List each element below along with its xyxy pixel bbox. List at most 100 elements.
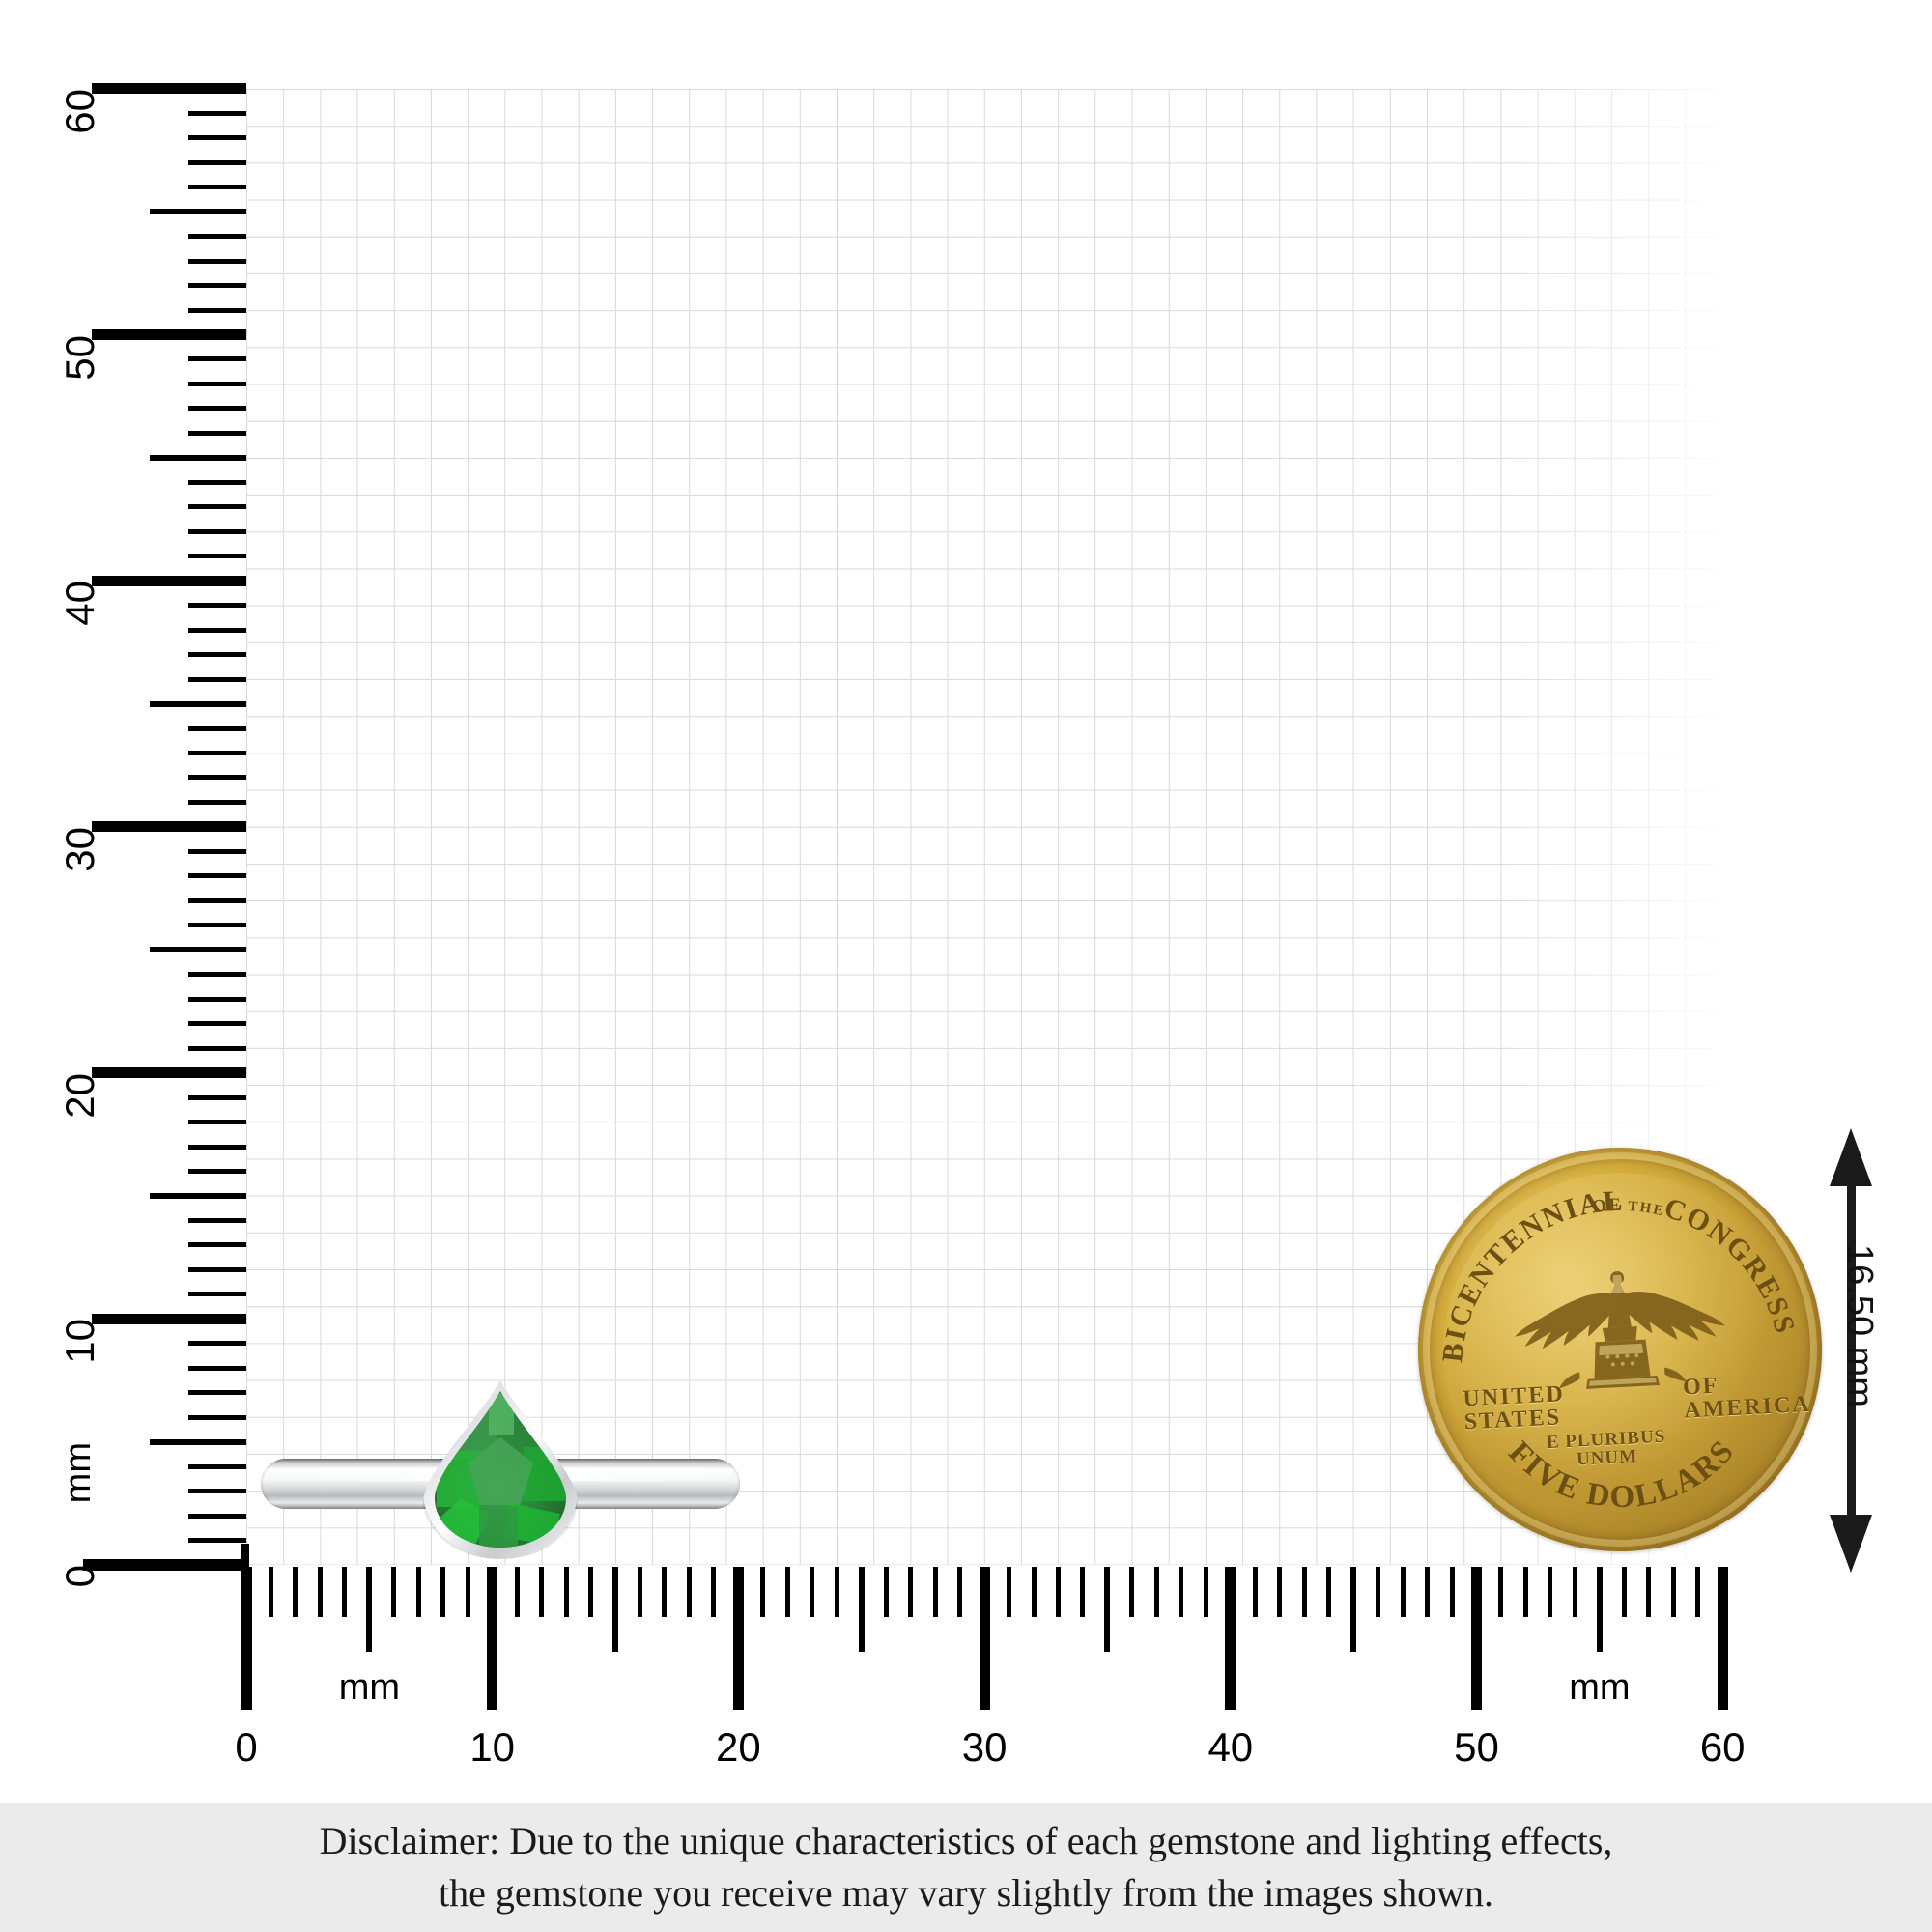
horizontal-major-tick xyxy=(732,1567,744,1710)
horizontal-minor-tick xyxy=(563,1567,569,1617)
vertical-minor-tick xyxy=(188,750,246,755)
horizontal-tick-label-20: 20 xyxy=(716,1724,761,1770)
coin-diameter-measure: 16.50 mm xyxy=(1826,1128,1932,1573)
horizontal-minor-tick xyxy=(1646,1567,1652,1617)
horizontal-minor-tick xyxy=(342,1567,348,1617)
horizontal-minor-tick xyxy=(1449,1567,1455,1617)
disclaimer-line-2: the gemstone you receive may vary slight… xyxy=(439,1871,1493,1915)
vertical-minor-tick xyxy=(188,1217,246,1223)
horizontal-minor-tick xyxy=(932,1567,938,1617)
arrow-head-down-icon xyxy=(1830,1515,1872,1573)
vertical-mid-tick xyxy=(150,454,246,461)
horizontal-major-tick xyxy=(1225,1567,1236,1710)
vertical-minor-tick xyxy=(188,479,246,485)
vertical-minor-tick xyxy=(188,504,246,510)
horizontal-minor-tick xyxy=(1621,1567,1627,1617)
horizontal-minor-tick xyxy=(465,1567,470,1617)
vertical-minor-tick xyxy=(188,1414,246,1420)
vertical-tick-label-10: 10 xyxy=(57,1319,102,1365)
horizontal-minor-tick xyxy=(539,1567,545,1617)
vertical-minor-tick xyxy=(188,356,246,362)
vertical-mid-tick xyxy=(150,209,246,215)
vertical-minor-tick xyxy=(188,676,246,682)
horizontal-major-tick xyxy=(1471,1567,1482,1710)
vertical-mid-tick xyxy=(150,1192,246,1199)
vertical-mid-tick xyxy=(150,947,246,953)
vertical-minor-tick xyxy=(188,1120,246,1125)
horizontal-minor-tick xyxy=(1007,1567,1012,1617)
horizontal-mid-tick xyxy=(1104,1567,1111,1652)
vertical-minor-tick xyxy=(188,381,246,386)
vertical-minor-tick xyxy=(188,258,246,264)
vertical-minor-tick xyxy=(188,1168,246,1174)
horizontal-minor-tick xyxy=(1572,1567,1577,1617)
horizontal-minor-tick xyxy=(810,1567,815,1617)
horizontal-minor-tick xyxy=(662,1567,668,1617)
horizontal-minor-tick xyxy=(1326,1567,1332,1617)
horizontal-minor-tick xyxy=(514,1567,520,1617)
vertical-minor-tick xyxy=(188,1094,246,1100)
vertical-minor-tick xyxy=(188,652,246,658)
horizontal-minor-tick xyxy=(1522,1567,1528,1617)
vertical-minor-tick xyxy=(188,1021,246,1027)
vertical-minor-tick xyxy=(188,135,246,141)
disclaimer-line-1: Disclaimer: Due to the unique characteri… xyxy=(319,1819,1613,1863)
disclaimer-bar: Disclaimer: Due to the unique characteri… xyxy=(0,1803,1932,1932)
horizontal-major-tick xyxy=(487,1567,498,1710)
horizontal-minor-tick xyxy=(293,1567,298,1617)
horizontal-minor-tick xyxy=(1695,1567,1701,1617)
vertical-minor-tick xyxy=(188,799,246,805)
horizontal-minor-tick xyxy=(1129,1567,1135,1617)
vertical-minor-tick xyxy=(188,1242,246,1248)
vertical-tick-label-50: 50 xyxy=(57,334,102,381)
vertical-minor-tick xyxy=(188,406,246,412)
horizontal-minor-tick xyxy=(588,1567,594,1617)
vertical-minor-tick xyxy=(188,603,246,609)
horizontal-tick-label-10: 10 xyxy=(469,1724,516,1770)
horizontal-minor-tick xyxy=(268,1567,273,1617)
horizontal-mid-tick xyxy=(1596,1567,1603,1652)
vertical-ruler: 0 10 20 30 40 50 60 mm xyxy=(0,0,249,1587)
horizontal-minor-tick xyxy=(317,1567,323,1617)
horizontal-minor-tick xyxy=(686,1567,692,1617)
vertical-mid-tick xyxy=(150,1438,246,1445)
vertical-minor-tick xyxy=(188,1144,246,1150)
arrow-shaft xyxy=(1847,1161,1856,1540)
vertical-tick-label-30: 30 xyxy=(57,826,102,872)
vertical-minor-tick xyxy=(188,1390,246,1396)
horizontal-minor-tick xyxy=(1252,1567,1258,1617)
vertical-minor-tick xyxy=(188,996,246,1002)
horizontal-minor-tick xyxy=(1376,1567,1381,1617)
horizontal-minor-tick xyxy=(883,1567,889,1617)
horizontal-minor-tick xyxy=(908,1567,914,1617)
vertical-minor-tick xyxy=(188,1341,246,1347)
horizontal-unit-label: mm xyxy=(1569,1667,1631,1708)
ring-product-image xyxy=(240,1367,761,1575)
vertical-minor-tick xyxy=(188,159,246,165)
coin-country-left: UNITED STATES xyxy=(1462,1381,1566,1435)
vertical-minor-tick xyxy=(188,1292,246,1297)
vertical-minor-tick xyxy=(188,897,246,903)
disclaimer-text: Disclaimer: Due to the unique characteri… xyxy=(320,1815,1613,1918)
horizontal-tick-label-50: 50 xyxy=(1454,1724,1499,1770)
horizontal-minor-tick xyxy=(1203,1567,1208,1617)
vertical-minor-tick xyxy=(188,1045,246,1051)
vertical-minor-tick xyxy=(188,554,246,559)
horizontal-tick-label-0: 0 xyxy=(235,1724,258,1770)
vertical-minor-tick xyxy=(188,283,246,289)
vertical-minor-tick xyxy=(188,110,246,116)
horizontal-tick-label-30: 30 xyxy=(961,1724,1008,1770)
horizontal-minor-tick xyxy=(1277,1567,1283,1617)
horizontal-minor-tick xyxy=(760,1567,766,1617)
horizontal-minor-tick xyxy=(957,1567,963,1617)
graph-paper-grid xyxy=(246,89,1719,1565)
origin-horizontal-bar xyxy=(83,1559,249,1571)
horizontal-minor-tick xyxy=(1179,1567,1184,1617)
vertical-minor-tick xyxy=(188,1365,246,1371)
horizontal-minor-tick xyxy=(1498,1567,1504,1617)
horizontal-minor-tick xyxy=(834,1567,839,1617)
vertical-minor-tick xyxy=(188,234,246,240)
vertical-minor-tick xyxy=(188,1489,246,1494)
vertical-major-tick xyxy=(92,83,246,95)
vertical-minor-tick xyxy=(188,430,246,436)
